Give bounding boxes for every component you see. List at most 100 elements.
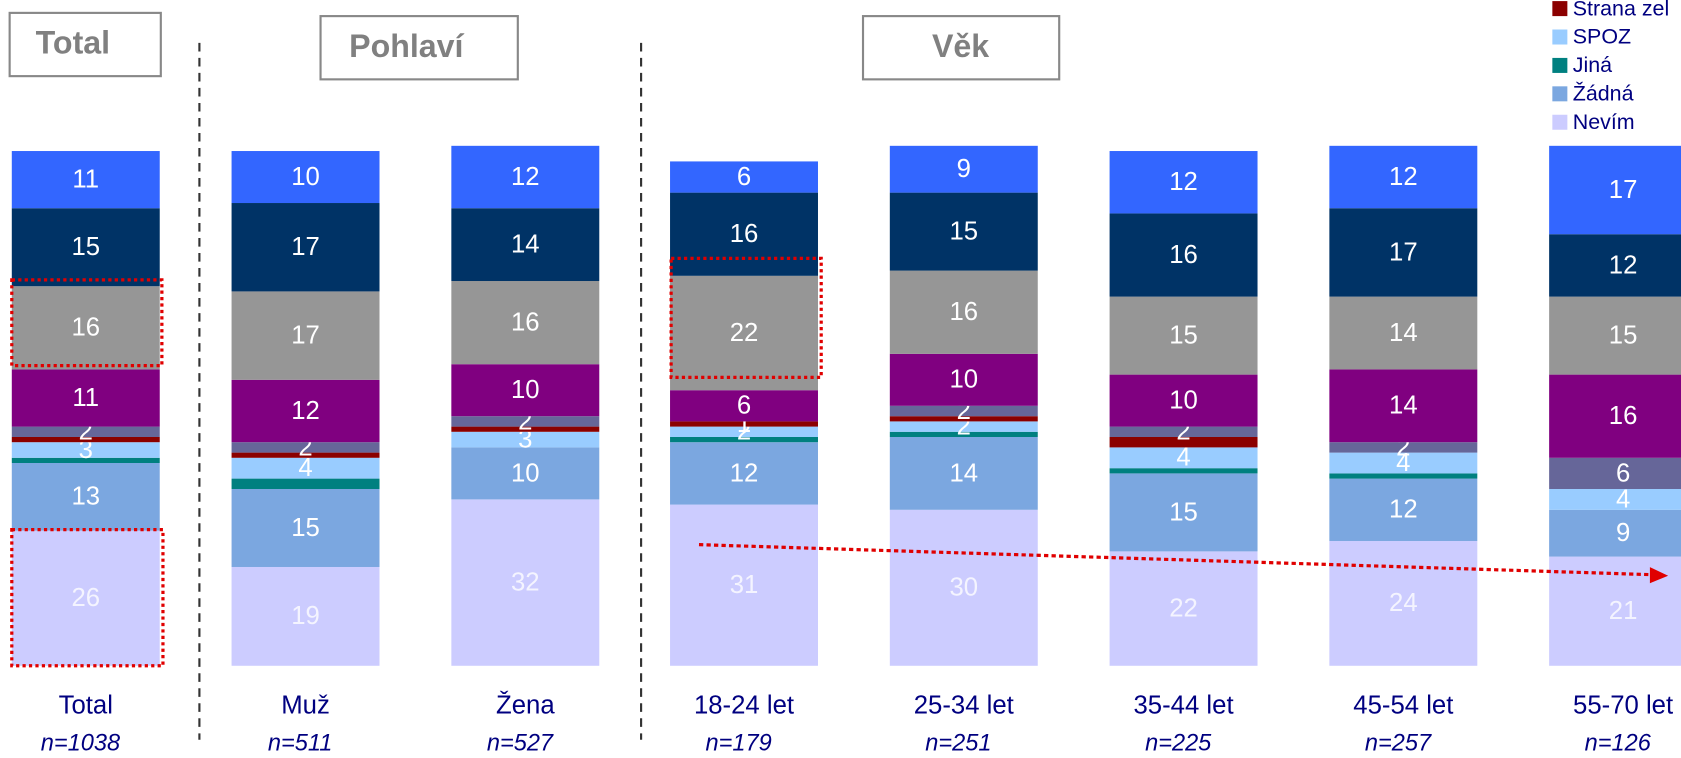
bar-segment xyxy=(1329,369,1478,443)
legend-swatch xyxy=(1552,86,1568,102)
value-label: 22 xyxy=(730,319,759,347)
sample-size: n=251 xyxy=(925,729,991,755)
value-label: 17 xyxy=(291,233,320,261)
value-label: 15 xyxy=(291,514,320,542)
value-label: 11 xyxy=(72,165,99,193)
value-label: 6 xyxy=(737,392,751,420)
value-label: 14 xyxy=(511,230,540,258)
x-tick-label: Total xyxy=(59,691,113,719)
value-label: 12 xyxy=(511,163,540,191)
value-label: 15 xyxy=(71,233,100,261)
trend-arrow xyxy=(698,543,1652,577)
bar-segment xyxy=(231,478,380,489)
legend-label: Nevím xyxy=(1573,110,1635,134)
bar-segment xyxy=(11,208,160,287)
bar-segment xyxy=(1329,478,1478,541)
value-label: 4 xyxy=(1396,449,1410,477)
value-label: 10 xyxy=(291,163,320,191)
legend-swatch xyxy=(1552,114,1568,130)
bar-segment xyxy=(231,457,380,479)
sample-size: n=1038 xyxy=(41,729,120,755)
value-label: 14 xyxy=(949,459,978,487)
highlight-box xyxy=(669,256,823,379)
bar-segment xyxy=(1329,145,1478,209)
value-label: 21 xyxy=(1609,597,1638,625)
bar-segment xyxy=(231,566,380,666)
bar-segment xyxy=(1549,457,1681,489)
bar-segment xyxy=(1329,208,1478,297)
sample-size: n=527 xyxy=(487,729,554,755)
sample-size: n=179 xyxy=(706,729,772,755)
value-label: 15 xyxy=(1609,321,1638,349)
x-tick-label: 18-24 let xyxy=(694,691,794,719)
value-label: 15 xyxy=(949,217,978,245)
value-label: 15 xyxy=(1169,321,1198,349)
bar-segment xyxy=(1109,296,1258,375)
x-tick-label: 25-34 let xyxy=(914,691,1014,719)
bar-segment xyxy=(1329,296,1478,370)
value-label: 16 xyxy=(1609,402,1638,430)
value-label: 12 xyxy=(291,397,320,425)
highlight-box xyxy=(10,278,164,368)
value-label: 4 xyxy=(1176,444,1190,472)
bar-segment xyxy=(231,151,380,204)
bar-segment xyxy=(1109,551,1258,666)
bar-segment xyxy=(451,416,600,427)
bar-segment xyxy=(670,504,818,666)
bar-segment xyxy=(1549,145,1681,235)
bar-segment xyxy=(889,421,1038,432)
value-label: 17 xyxy=(291,321,320,349)
value-label: 10 xyxy=(511,459,540,487)
sample-size: n=126 xyxy=(1585,729,1652,755)
bar-segment xyxy=(11,457,160,463)
bar-segment xyxy=(1109,436,1258,448)
value-label: 6 xyxy=(737,163,751,191)
legend-label: SPOZ xyxy=(1573,25,1631,49)
bar-segment xyxy=(670,442,818,505)
bar-segment xyxy=(1109,374,1258,427)
bar-segment xyxy=(889,145,1038,193)
value-label: 15 xyxy=(1169,498,1198,526)
bar-segment xyxy=(889,509,1038,666)
value-label: 12 xyxy=(1609,251,1638,279)
bar-segment xyxy=(451,145,600,209)
bar-segment xyxy=(889,270,1038,354)
bar-segment xyxy=(451,281,600,365)
bar-segment xyxy=(451,499,600,666)
bar-segment xyxy=(11,426,160,437)
bar-segment xyxy=(670,436,818,443)
bar-segment xyxy=(670,421,818,427)
bar-segment xyxy=(231,452,380,458)
value-label: 10 xyxy=(949,366,978,394)
value-label: 4 xyxy=(298,454,312,482)
bar-segment xyxy=(1109,473,1258,552)
group-title: Věk xyxy=(932,28,989,64)
value-label: 32 xyxy=(511,568,540,596)
bar-segment xyxy=(670,275,818,391)
value-label: 22 xyxy=(1169,594,1198,622)
group-box xyxy=(319,15,519,81)
legend-swatch xyxy=(1552,1,1568,17)
sample-size: n=257 xyxy=(1365,729,1432,755)
bar-segment xyxy=(11,530,160,666)
bar-segment xyxy=(1109,447,1258,469)
highlight-box xyxy=(10,528,165,668)
value-label: 10 xyxy=(1169,386,1198,414)
bar-segment xyxy=(1109,468,1258,474)
value-label: 26 xyxy=(71,584,100,612)
value-label: 10 xyxy=(511,376,540,404)
value-label: 4 xyxy=(1616,485,1630,513)
legend-swatch xyxy=(1552,57,1568,73)
bar-segment xyxy=(11,436,160,443)
bar-segment xyxy=(11,369,160,427)
x-tick-label: Žena xyxy=(496,690,555,719)
bar-segment xyxy=(1109,426,1258,437)
bar-segment xyxy=(1329,452,1478,474)
value-label: 3 xyxy=(79,436,93,464)
bar-segment xyxy=(889,405,1038,417)
bar-segment xyxy=(889,353,1038,406)
value-label: 16 xyxy=(511,308,540,336)
value-label: 12 xyxy=(1169,168,1198,196)
value-label: 12 xyxy=(1389,496,1418,524)
